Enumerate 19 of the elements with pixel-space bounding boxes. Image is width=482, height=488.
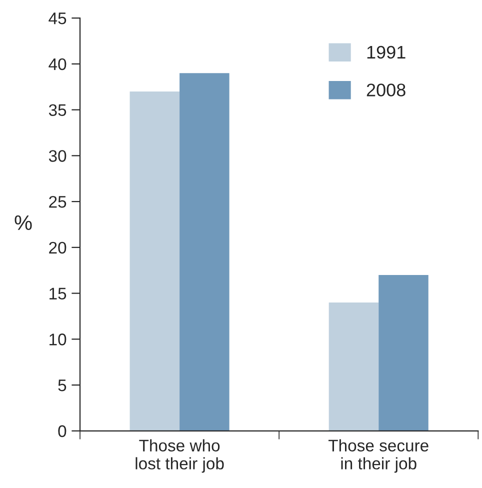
y-tick-label: 0 (58, 425, 66, 438)
bar (328, 302, 379, 431)
bar (180, 73, 230, 431)
legend-label: 2008 (366, 84, 406, 96)
y-tick-label: 15 (50, 288, 66, 300)
x-tick-label: Those secure in their job (328, 439, 428, 473)
y-axis-title: % (14, 215, 32, 230)
y-tick-label: 40 (48, 58, 66, 70)
x-tick-label: Those who lost their job (136, 439, 224, 473)
y-tick-label: 10 (50, 334, 66, 346)
y-tick-label: 30 (48, 150, 66, 162)
y-tick-label: 35 (48, 104, 66, 116)
bar (378, 274, 428, 431)
y-tick-label: 45 (48, 12, 66, 24)
bar (130, 91, 180, 431)
legend-label: 1991 (367, 46, 406, 59)
y-tick-label: 25 (49, 196, 66, 208)
y-tick-label: 5 (58, 380, 66, 392)
y-tick-label: 20 (49, 242, 66, 254)
